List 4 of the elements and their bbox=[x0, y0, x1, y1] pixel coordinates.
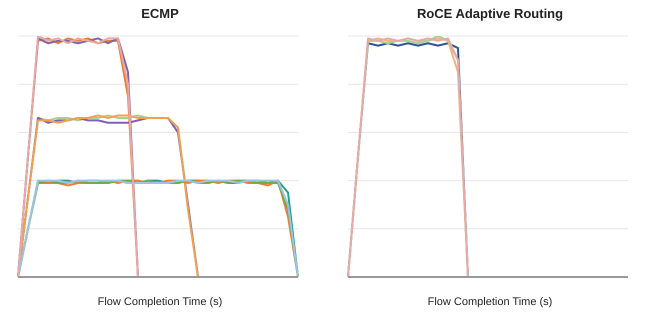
chart-title: ECMP bbox=[140, 6, 180, 21]
chart-title: RoCE Adaptive Routing bbox=[416, 6, 564, 21]
x-axis-title: Flow Completion Time (s) bbox=[96, 296, 224, 308]
x-axis-title: Flow Completion Time (s) bbox=[426, 296, 554, 308]
